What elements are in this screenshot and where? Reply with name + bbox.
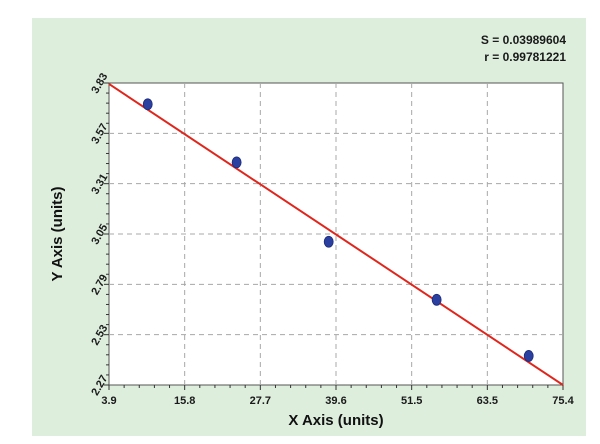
- fit-line: [108, 83, 564, 386]
- x-tick-label: 3.9: [101, 395, 116, 407]
- data-point: [323, 235, 334, 248]
- x-tick-label: 15.8: [174, 395, 195, 407]
- y-axis-ticks: 2.272.532.793.053.313.573.83: [89, 71, 110, 398]
- y-tick-label: 3.57: [89, 122, 110, 147]
- data-point: [142, 98, 153, 111]
- x-tick-label: 63.5: [477, 395, 498, 407]
- scatter-chart: 2.272.532.793.053.313.573.83 3.9 15.8 27.7…: [49, 33, 575, 429]
- chart-panel: 2.27 2.53 2.79 3.05 3.31 3.57 3.83 3.9 15.8 27.7…: [32, 18, 586, 436]
- regression-line: [108, 83, 564, 386]
- x-tick-label: 51.5: [401, 395, 422, 407]
- s-statistic: S = 0.03989604: [481, 33, 566, 47]
- x-axis-ticks: 3.9 15.8 27.7 39.6 51.5 63.5 75.4: [101, 385, 575, 407]
- data-point: [231, 156, 242, 169]
- y-axis-label: Y Axis (units): [49, 186, 66, 281]
- data-point: [523, 350, 534, 362]
- data-points: [142, 98, 534, 362]
- x-axis-label: X Axis (units): [288, 412, 383, 429]
- x-tick-label: 75.4: [552, 395, 574, 407]
- data-point: [431, 293, 442, 306]
- x-tick-label: 39.6: [325, 395, 346, 407]
- x-tick-label: 27.7: [250, 395, 271, 407]
- r-statistic: r = 0.99781221: [484, 50, 566, 64]
